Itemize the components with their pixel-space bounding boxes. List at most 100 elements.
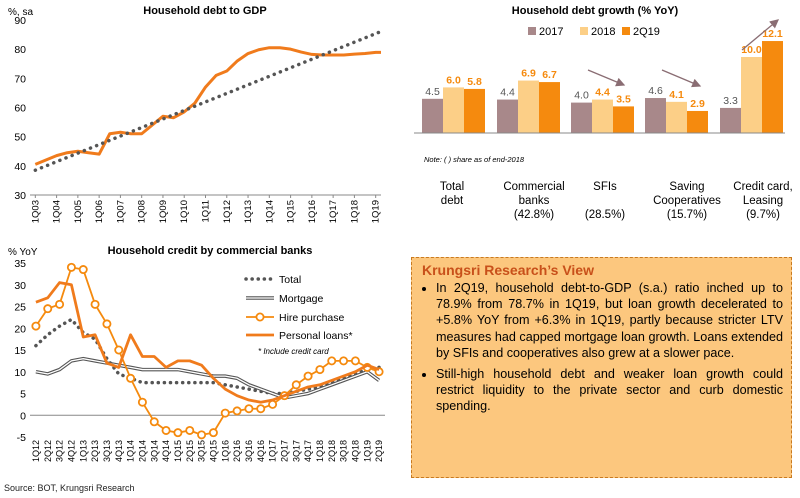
c3-xtick-label: 3Q12 (55, 440, 65, 462)
c2-category-line: Total (440, 181, 464, 193)
c1-xtick-label: 1Q09 (158, 200, 169, 223)
c2-bar-label: 4.4 (500, 87, 515, 99)
c2-bar-label: 3.3 (723, 95, 738, 107)
view-title: Krungsri Research’s View (422, 262, 594, 278)
c2-trend-arrow (661, 69, 702, 88)
c2-category-line: banks (519, 195, 550, 207)
c3-hire-purchase-point (197, 430, 207, 440)
c3-xtick-label: 3Q15 (197, 440, 207, 462)
c2-bar-label: 6.0 (446, 74, 461, 86)
c3-personal-loans-line (35, 281, 380, 404)
c3-xtick-label: 2Q12 (43, 440, 53, 462)
c3-footnote: * Include credit card (258, 347, 329, 356)
c3-xtick-label: 4Q18 (350, 440, 360, 462)
c3-xtick-label: 1Q15 (173, 440, 183, 462)
c2-bar-label: 4.6 (648, 85, 663, 97)
c2-bar (762, 41, 783, 133)
c3-xtick-label: 3Q18 (339, 440, 349, 462)
c2-bar (687, 110, 708, 133)
c3-hire-purchase-point (137, 397, 147, 407)
c3-xtick-label: 2Q18 (327, 440, 337, 462)
c2-bar-label: 12.1 (762, 28, 783, 40)
c2-legend-swatch (580, 27, 588, 35)
household-credit-chart: % YoY Household credit by commercial ban… (8, 245, 385, 462)
c3-xtick-label: 1Q14 (126, 440, 136, 462)
c3-xtick-label: 4Q17 (303, 440, 313, 462)
c1-xtick-label: 1Q15 (286, 200, 297, 223)
c3-xtick-label: 2Q14 (137, 440, 147, 462)
c2-category-line: SFIs (593, 181, 617, 193)
c3-ylabel: % YoY (8, 247, 38, 258)
c3-hire-purchase-point (31, 321, 41, 331)
c2-bar (666, 101, 687, 133)
c2-bar-label: 4.1 (669, 89, 684, 101)
c3-hire-purchase-point (303, 371, 313, 381)
c1-xtick-label: 1Q04 (52, 200, 63, 223)
c3-ytick-label: 15 (14, 345, 26, 357)
c3-hire-purchase-point (208, 428, 218, 438)
c3-hire-purchase-point (232, 406, 242, 416)
c2-bar-label: 6.9 (521, 68, 536, 80)
c1-ytick-label: 30 (14, 190, 26, 202)
view-bullet: Still-high household debt and weaker loa… (436, 366, 783, 415)
c1-xtick-label: 1Q14 (264, 200, 275, 223)
source-note: Source: BOT, Krungsri Research (4, 483, 135, 493)
debt-growth-chart: Household debt growth (% YoY) 2017 2018 2Q… (414, 5, 793, 221)
c3-ytick-label: 35 (14, 258, 26, 270)
c3-xtick-label: 4Q12 (66, 440, 76, 462)
c3-hire-purchase-point (55, 299, 65, 309)
c2-share-label: (42.8%) (514, 209, 554, 221)
c2-bar-label: 4.5 (425, 86, 440, 98)
c3-hire-purchase-point (126, 373, 136, 383)
c2-note: Note: ( ) share as of end-2018 (424, 155, 525, 164)
c3-xtick-label: 4Q14 (161, 440, 171, 462)
c3-xtick-label: 4Q16 (256, 440, 266, 462)
c3-xtick-label: 1Q18 (315, 440, 325, 462)
c3-xtick-label: 3Q17 (291, 440, 301, 462)
c2-share-label: (28.5%) (585, 209, 625, 221)
c2-category-label: Saving Cooperatives (653, 181, 721, 207)
c1-xtick-label: 1Q10 (179, 200, 190, 223)
c3-ytick-label: 5 (20, 389, 26, 401)
research-view-box: Krungsri Research’s View In 2Q19, househ… (411, 257, 792, 478)
c2-bar-label: 10.0 (741, 44, 762, 56)
c2-category-label: Total debt (440, 181, 464, 207)
c2-bar (613, 106, 634, 133)
c3-xtick-label: 2Q13 (90, 440, 100, 462)
c3-xtick-label: 1Q13 (78, 440, 88, 462)
c3-xtick-label: 2Q16 (232, 440, 242, 462)
c3-hire-purchase-point (350, 356, 360, 366)
c3-xtick-label: 4Q15 (208, 440, 218, 462)
c3-hire-purchase-point (185, 425, 195, 435)
c2-bar-label: 2.9 (690, 98, 705, 110)
c3-hire-purchase-point (161, 425, 171, 435)
c1-xtick-label: 1Q11 (201, 200, 212, 223)
c3-xtick-label: 4Q13 (114, 440, 124, 462)
c2-bar (518, 80, 539, 133)
c3-legend-label: Mortgage (279, 293, 324, 305)
c2-legend-label: 2017 (539, 26, 563, 38)
c3-ytick-label: 25 (14, 302, 26, 314)
c2-bar (741, 57, 762, 133)
c1-xtick-label: 1Q03 (30, 200, 41, 223)
c3-legend-label: Hire purchase (279, 312, 345, 324)
c2-bar (464, 88, 485, 133)
c1-ytick-label: 40 (14, 161, 26, 173)
c3-hire-purchase-point (339, 356, 349, 366)
c3-hire-purchase-point (114, 345, 124, 355)
c2-bar-label: 4.4 (595, 87, 610, 99)
c3-hire-purchase-point (327, 356, 337, 366)
c1-xtick-label: 1Q13 (243, 200, 254, 223)
c1-ytick-label: 80 (14, 44, 26, 56)
c3-legend-label: Personal loans* (279, 330, 353, 342)
c3-xtick-label: 2Q17 (279, 440, 289, 462)
c3-xtick-label: 3Q13 (102, 440, 112, 462)
c3-hire-purchase-point (173, 428, 183, 438)
c2-bar (539, 82, 560, 133)
c1-debt-gdp-line (34, 46, 381, 166)
c2-bar (645, 98, 666, 133)
c3-hire-purchase-point (291, 380, 301, 390)
c2-category-label: Credit card, Leasing (733, 181, 792, 207)
c1-xtick-label: 1Q17 (328, 200, 339, 223)
c2-category-line: Leasing (743, 195, 783, 207)
